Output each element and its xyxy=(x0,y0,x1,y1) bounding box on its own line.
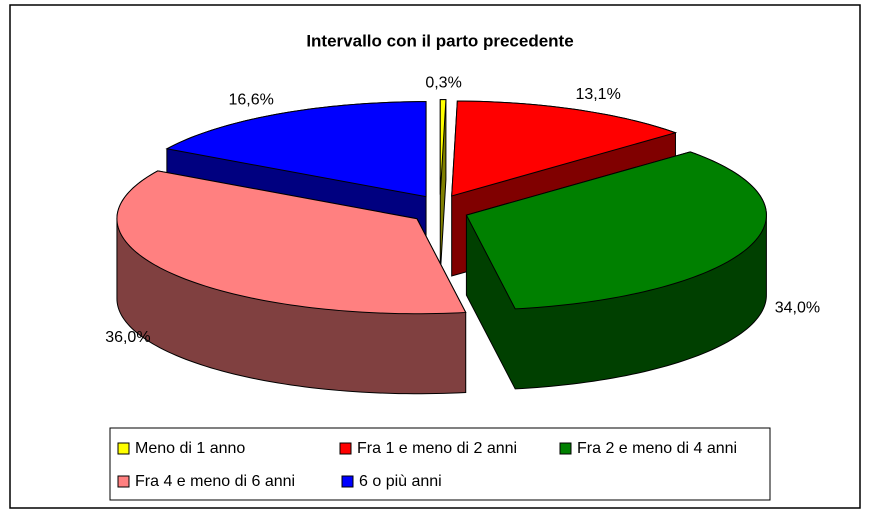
data-label: 16,6% xyxy=(229,91,274,108)
legend-label: Fra 1 e meno di 2 anni xyxy=(357,440,517,457)
chart-title: Intervallo con il parto precedente xyxy=(306,31,573,50)
legend-label: 6 o più anni xyxy=(359,473,442,490)
legend-swatch xyxy=(341,475,354,488)
legend-swatch xyxy=(117,442,130,455)
legend-swatch xyxy=(559,442,572,455)
data-label: 13,1% xyxy=(575,86,620,103)
legend-box xyxy=(109,427,771,501)
legend-label: Fra 4 e meno di 6 anni xyxy=(135,473,295,490)
legend-label: Meno di 1 anno xyxy=(135,440,245,457)
legend-swatch xyxy=(117,475,130,488)
legend-swatch xyxy=(339,442,352,455)
slice-top xyxy=(451,100,678,197)
data-label: 36,0% xyxy=(105,329,150,346)
slice-top xyxy=(439,99,447,195)
legend-label: Fra 2 e meno di 4 anni xyxy=(577,440,737,457)
slice-top xyxy=(116,170,467,315)
pie-slice xyxy=(116,170,467,395)
pie-slice xyxy=(465,151,767,390)
slice-top xyxy=(165,101,427,198)
data-label: 34,0% xyxy=(775,299,820,316)
slice-top xyxy=(465,151,767,310)
pie-slice xyxy=(439,99,447,275)
data-label: 0,3% xyxy=(425,75,461,92)
